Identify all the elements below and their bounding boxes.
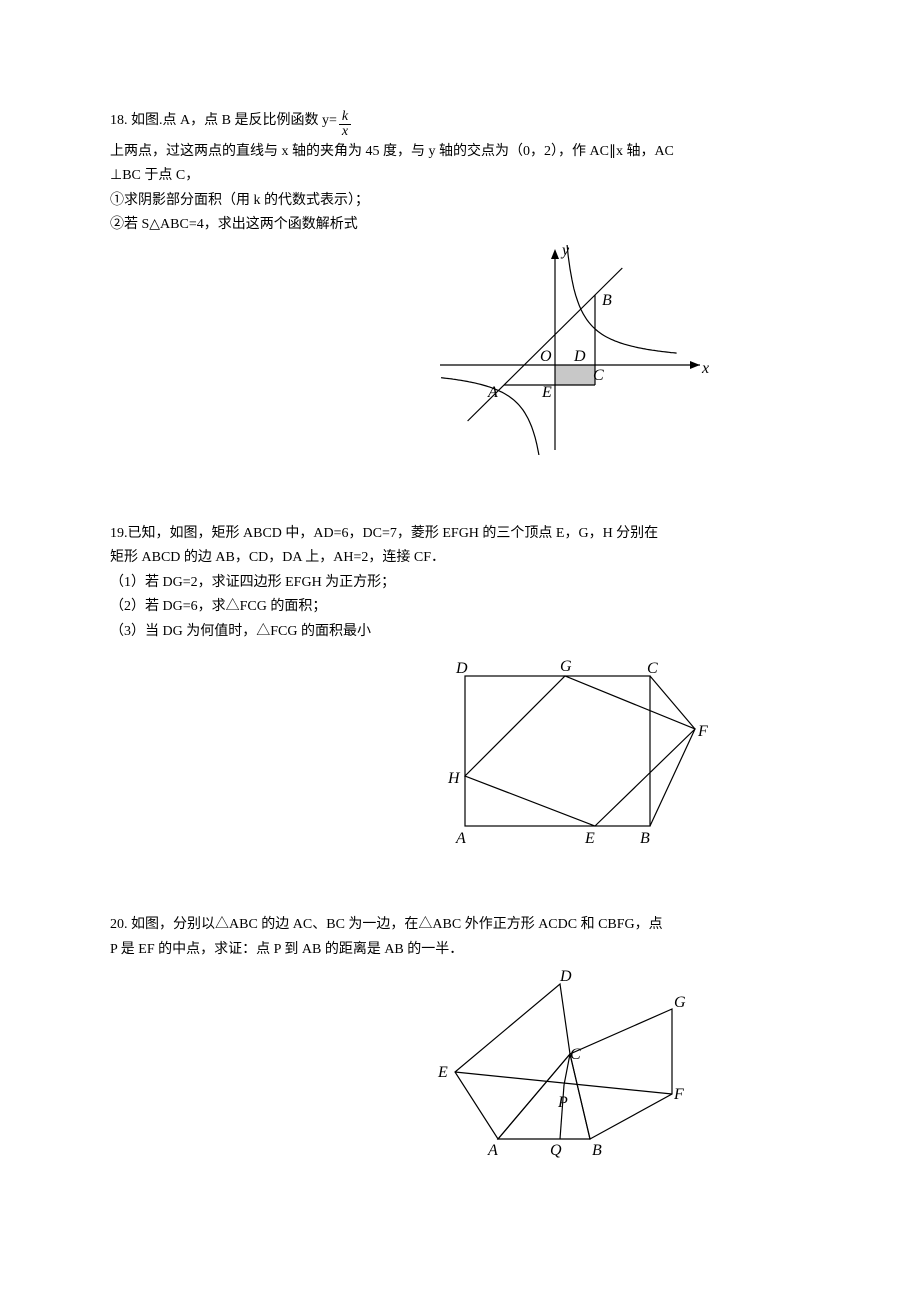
problem-18-text-1: 如图.点 A，点 B 是反比例函数 y= <box>131 113 337 128</box>
fraction-numerator: k <box>339 110 351 125</box>
svg-text:C: C <box>570 1046 581 1063</box>
svg-text:C: C <box>647 660 658 677</box>
svg-text:F: F <box>673 1086 684 1103</box>
problem-19-line-2: 矩形 ABCD 的边 AB，CD，DA 上，AH=2，连接 CF． <box>110 547 810 569</box>
problem-20-figure-wrap: D G E C P F A Q B <box>110 969 810 1177</box>
problem-20: 20. 如图，分别以△ABC 的边 AC、BC 为一边，在△ABC 外作正方形 … <box>110 914 810 1177</box>
problem-19: 19.已知，如图，矩形 ABCD 中，AD=6，DC=7，菱形 EFGH 的三个… <box>110 523 810 854</box>
figure-coordinate-graph: x y O A B CD E <box>420 245 720 455</box>
svg-text:D: D <box>559 969 572 985</box>
fraction-denominator: x <box>339 125 351 139</box>
problem-19-line-1: 19.已知，如图，矩形 ABCD 中，AD=6，DC=7，菱形 EFGH 的三个… <box>110 523 810 545</box>
svg-text:G: G <box>560 658 572 675</box>
problem-20-line-1: 20. 如图，分别以△ABC 的边 AC、BC 为一边，在△ABC 外作正方形 … <box>110 914 810 936</box>
svg-text:B: B <box>602 292 612 309</box>
problem-19-line-3: （1）若 DG=2，求证四边形 EFGH 为正方形； <box>110 572 810 594</box>
problem-18-line-5: ②若 S△ABC=4，求出这两个函数解析式 <box>110 214 810 236</box>
svg-text:E: E <box>437 1064 448 1081</box>
svg-text:C: C <box>593 367 604 384</box>
svg-text:O: O <box>540 348 552 365</box>
figure-triangle-squares: D G E C P F A Q B <box>420 969 720 1169</box>
problem-19-text-1: 已知，如图，矩形 ABCD 中，AD=6，DC=7，菱形 EFGH 的三个顶点 … <box>128 526 659 541</box>
svg-text:y: y <box>560 245 570 259</box>
document-page: 18. 如图.点 A，点 B 是反比例函数 y= k x 上两点，过这两点的直线… <box>0 0 920 1302</box>
figure-rectangle-rhombus: D G C H F A E B <box>430 651 720 846</box>
svg-text:H: H <box>447 770 461 787</box>
svg-text:P: P <box>557 1094 568 1111</box>
svg-text:A: A <box>487 384 498 401</box>
problem-18-line-2: 上两点，过这两点的直线与 x 轴的夹角为 45 度，与 y 轴的交点为（0，2）… <box>110 141 810 163</box>
problem-18-line-3: ⊥BC 于点 C， <box>110 165 810 187</box>
svg-text:D: D <box>455 660 468 677</box>
svg-text:B: B <box>640 830 650 846</box>
problem-18-line-1: 18. 如图.点 A，点 B 是反比例函数 y= k x <box>110 110 810 139</box>
problem-number: 20. <box>110 917 128 932</box>
problem-20-text-1: 如图，分别以△ABC 的边 AC、BC 为一边，在△ABC 外作正方形 ACDC… <box>131 917 663 932</box>
svg-text:F: F <box>697 723 708 740</box>
svg-text:G: G <box>674 994 686 1011</box>
problem-number: 19. <box>110 526 128 541</box>
svg-text:x: x <box>701 360 709 377</box>
svg-text:A: A <box>455 830 466 846</box>
svg-text:E: E <box>541 384 552 401</box>
problem-20-line-2: P 是 EF 的中点，求证：点 P 到 AB 的距离是 AB 的一半． <box>110 939 810 961</box>
svg-text:B: B <box>592 1142 602 1159</box>
svg-text:Q: Q <box>550 1142 562 1159</box>
svg-text:A: A <box>487 1142 498 1159</box>
fraction-k-over-x: k x <box>339 110 351 139</box>
problem-19-line-4: （2）若 DG=6，求△FCG 的面积； <box>110 596 810 618</box>
problem-18: 18. 如图.点 A，点 B 是反比例函数 y= k x 上两点，过这两点的直线… <box>110 110 810 463</box>
svg-text:E: E <box>584 830 595 846</box>
problem-number: 18. <box>110 113 128 128</box>
svg-text:D: D <box>573 348 586 365</box>
problem-19-line-5: （3）当 DG 为何值时，△FCG 的面积最小 <box>110 621 810 643</box>
problem-18-figure-wrap: x y O A B CD E <box>110 245 810 463</box>
problem-19-figure-wrap: D G C H F A E B <box>110 651 810 854</box>
problem-18-line-4: ①求阴影部分面积（用 k 的代数式表示）； <box>110 190 810 212</box>
